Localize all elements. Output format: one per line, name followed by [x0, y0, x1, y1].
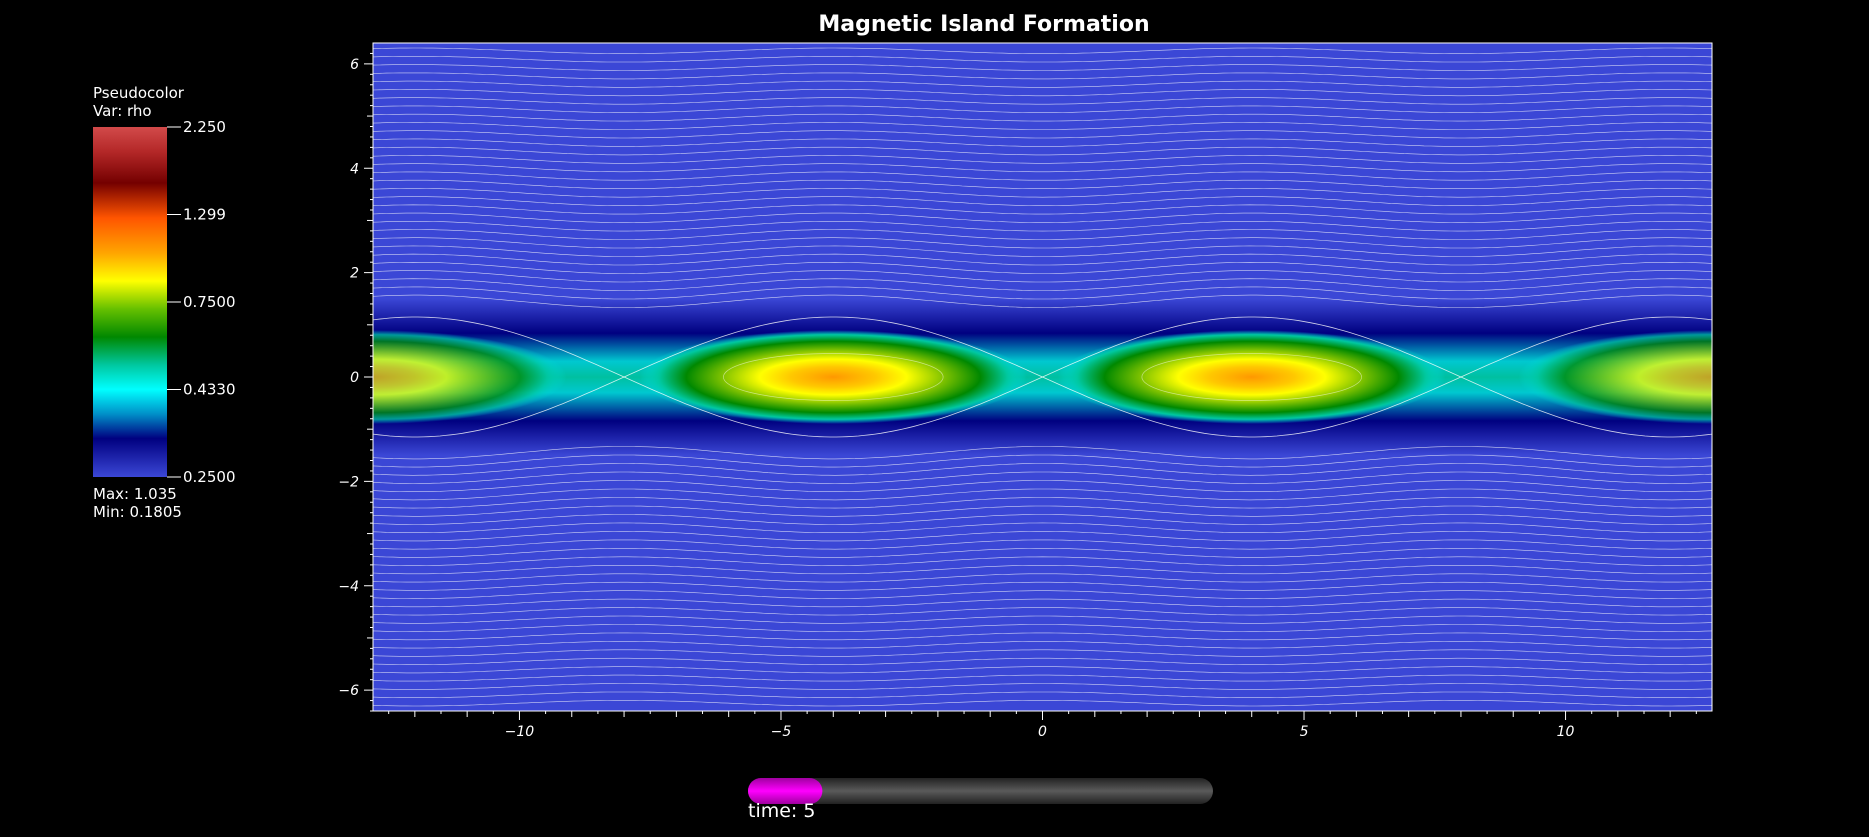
field-line — [373, 56, 1712, 63]
field-line — [373, 122, 1712, 130]
x-tick-label: −10 — [505, 724, 535, 740]
field-line — [373, 581, 1712, 591]
field-line — [373, 294, 1712, 308]
magnetic-island — [373, 330, 567, 424]
separatrix-line — [373, 376, 1712, 438]
field-line — [373, 72, 1712, 80]
field-line — [373, 590, 1712, 599]
time-label: time: 5 — [748, 800, 816, 822]
field-line — [373, 105, 1712, 113]
field-line — [373, 607, 1712, 616]
field-line — [373, 261, 1712, 274]
field-line — [373, 573, 1712, 583]
field-line — [373, 163, 1712, 173]
field-line — [373, 624, 1712, 632]
field-line — [373, 497, 1712, 509]
field-line — [373, 657, 1712, 665]
y-tick-label: −2 — [338, 474, 359, 490]
legend-plot-type: Pseudocolor — [93, 84, 184, 102]
field-line — [373, 598, 1712, 608]
field-line — [373, 80, 1712, 88]
field-line — [373, 171, 1712, 181]
x-tick-label: −5 — [771, 724, 792, 740]
x-tick-label: 0 — [1038, 724, 1047, 740]
colorbar-tick-label: 0.4330 — [183, 381, 236, 399]
field-line — [373, 674, 1712, 682]
field-line — [373, 245, 1712, 257]
colorbar — [93, 127, 167, 477]
field-line — [373, 138, 1712, 147]
field-line — [373, 130, 1712, 139]
field-line — [373, 649, 1712, 657]
field-line — [373, 113, 1712, 122]
magnetic-island — [1518, 330, 1712, 424]
field-line — [373, 683, 1712, 690]
legend-min: Min: 0.1805 — [93, 503, 182, 521]
x-tick-label: 10 — [1557, 724, 1575, 740]
field-line — [373, 212, 1712, 223]
colorbar-tick-label: 0.2500 — [183, 468, 236, 486]
time-slider-fill — [748, 778, 823, 804]
field-line — [373, 47, 1712, 54]
field-line — [373, 286, 1712, 300]
y-tick-label: 4 — [350, 161, 359, 177]
field-line — [373, 253, 1712, 266]
field-line — [373, 196, 1712, 206]
island-contour — [723, 353, 944, 401]
field-line — [373, 666, 1712, 674]
field-line — [373, 237, 1712, 249]
colorbar-tick-label: 2.250 — [183, 118, 226, 136]
y-tick-label: −4 — [338, 579, 359, 595]
field-line — [373, 446, 1712, 460]
colorbar-tick-label: 1.299 — [183, 206, 226, 224]
field-line — [373, 454, 1712, 468]
magnetic-island — [1058, 330, 1446, 424]
field-line — [373, 539, 1712, 550]
field-line — [373, 700, 1712, 707]
field-line — [373, 270, 1712, 283]
legend-variable: Var: rho — [93, 102, 152, 120]
field-line — [373, 565, 1712, 575]
field-line — [373, 155, 1712, 164]
y-tick-label: 2 — [350, 266, 359, 282]
field-line — [373, 488, 1712, 501]
field-line — [373, 480, 1712, 493]
field-line — [373, 64, 1712, 71]
field-line — [373, 531, 1712, 542]
magnetic-island — [639, 330, 1027, 424]
field-line — [373, 89, 1712, 97]
field-line — [373, 505, 1712, 517]
y-tick-label: 0 — [350, 370, 359, 386]
y-tick-label: −6 — [338, 683, 359, 699]
field-line — [373, 615, 1712, 624]
field-line — [373, 97, 1712, 105]
field-line — [373, 471, 1712, 484]
field-line — [373, 556, 1712, 566]
chart-title: Magnetic Island Formation — [818, 12, 1150, 37]
field-line — [373, 278, 1712, 291]
colorbar-tick-label: 0.7500 — [183, 293, 236, 311]
field-line — [373, 229, 1712, 240]
field-line — [373, 691, 1712, 698]
y-tick-label: 6 — [350, 57, 359, 73]
island-contour — [1141, 353, 1362, 401]
field-line — [373, 641, 1712, 649]
field-line — [373, 204, 1712, 215]
field-line — [373, 146, 1712, 156]
field-line — [373, 522, 1712, 533]
field-line — [373, 548, 1712, 558]
field-line — [373, 188, 1712, 198]
field-line — [373, 632, 1712, 641]
field-line — [373, 463, 1712, 476]
legend-max: Max: 1.035 — [93, 485, 177, 503]
field-line — [373, 179, 1712, 189]
field-line — [373, 221, 1712, 232]
time-slider-track[interactable] — [748, 778, 1213, 804]
field-line — [373, 514, 1712, 525]
x-tick-label: 5 — [1300, 724, 1309, 740]
